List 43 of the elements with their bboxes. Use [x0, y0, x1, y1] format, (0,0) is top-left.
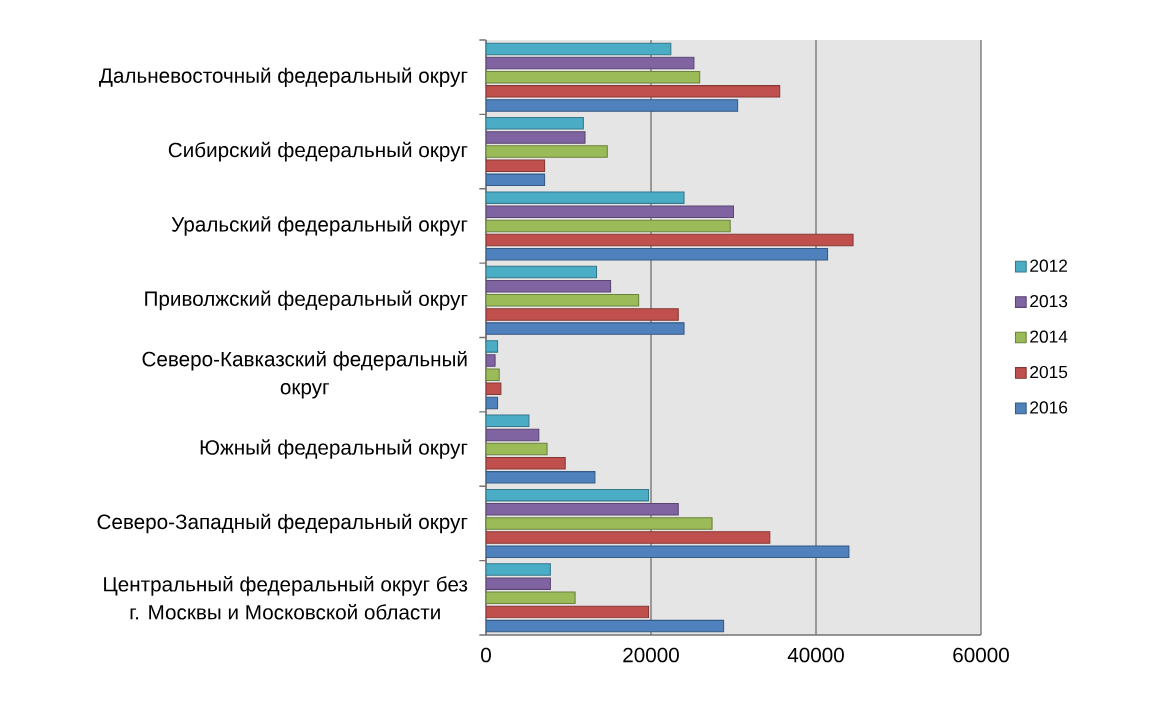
bar: [486, 233, 854, 247]
bar: [486, 563, 551, 576]
legend-label: 2015: [1030, 365, 1068, 379]
y-tick-label: Приволжский федеральный округ: [145, 290, 468, 311]
bar: [486, 99, 739, 112]
y-tick-label: Сибирский федеральный округ: [168, 141, 468, 162]
bar: [486, 471, 596, 484]
bar: [486, 531, 771, 544]
x-tick-label: 40000: [787, 647, 844, 663]
bar: [486, 354, 496, 367]
bar: [486, 85, 781, 98]
x-tick-label: 20000: [623, 647, 679, 663]
bar: [486, 503, 679, 516]
bar: [486, 577, 551, 590]
y-tick-label: Уральский федеральный округ: [171, 216, 468, 236]
legend-label: 2012: [1030, 259, 1068, 272]
bar: [486, 56, 695, 70]
bar: [486, 605, 650, 619]
legend-label: 2013: [1030, 295, 1068, 308]
bar: [486, 428, 540, 442]
bar: [486, 382, 502, 396]
bar: [486, 159, 546, 172]
bar: [486, 456, 566, 470]
y-tick-label: Северо-Кавказский федеральный округ: [142, 350, 467, 399]
y-tick-label: Южный федеральный округ: [200, 439, 468, 459]
bar: [486, 131, 586, 144]
bar: [486, 517, 713, 530]
bar: [486, 205, 735, 219]
y-tick-label: Дальневосточный федеральный округ: [99, 67, 468, 88]
y-tick-label: Северо-Западный федеральный округ: [97, 513, 468, 534]
legend-label: 2016: [1030, 401, 1068, 414]
bar: [486, 173, 546, 187]
bar: [486, 619, 725, 633]
bar: [486, 145, 608, 158]
bar: [486, 247, 829, 261]
bar: [486, 322, 685, 335]
legend-label: 2014: [1030, 330, 1068, 343]
bar: [486, 545, 850, 558]
bar: [486, 279, 612, 293]
bar: [486, 308, 679, 321]
y-tick-label: Центральный федеральный округ без г. Москвы и Московской области: [104, 576, 468, 620]
x-tick-label: 60000: [953, 647, 1009, 663]
x-tick-label: 0: [481, 647, 491, 663]
